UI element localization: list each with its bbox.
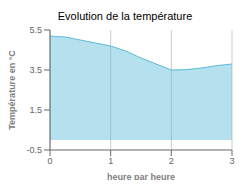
svg-text:1.5: 1.5 [29,105,42,115]
svg-text:3: 3 [229,156,234,166]
svg-text:0: 0 [47,156,52,166]
svg-text:5.5: 5.5 [29,25,42,35]
svg-text:-0.5: -0.5 [26,145,42,155]
svg-text:1: 1 [108,156,113,166]
svg-text:3.5: 3.5 [29,65,42,75]
svg-text:Température en °C: Température en °C [8,50,17,130]
svg-text:2: 2 [169,156,174,166]
svg-text:heure par heure: heure par heure [107,172,175,180]
html-text:Evolution de la température: Evolution de la température [57,10,193,22]
